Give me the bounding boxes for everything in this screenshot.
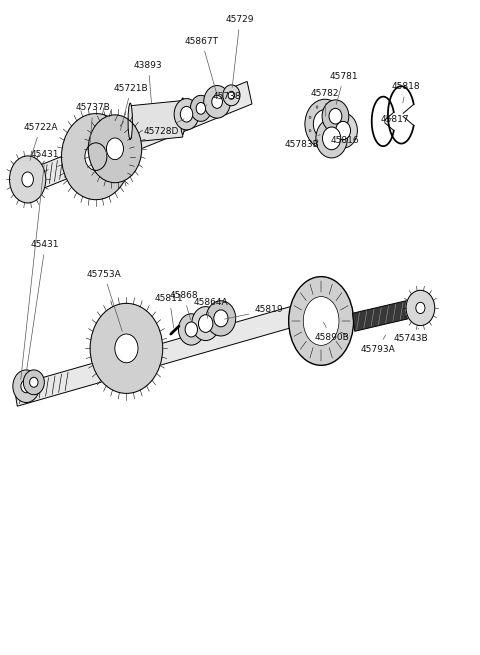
Ellipse shape bbox=[191, 96, 211, 121]
Ellipse shape bbox=[13, 370, 39, 403]
Ellipse shape bbox=[180, 106, 193, 122]
Ellipse shape bbox=[88, 115, 142, 183]
Ellipse shape bbox=[309, 130, 311, 132]
Text: 45753A: 45753A bbox=[86, 270, 122, 331]
Ellipse shape bbox=[416, 303, 425, 314]
Ellipse shape bbox=[196, 102, 205, 114]
Text: 45817: 45817 bbox=[380, 115, 409, 124]
Polygon shape bbox=[352, 300, 410, 331]
Ellipse shape bbox=[206, 301, 236, 336]
Ellipse shape bbox=[336, 121, 350, 140]
Ellipse shape bbox=[180, 98, 185, 134]
Ellipse shape bbox=[30, 377, 38, 387]
Ellipse shape bbox=[61, 113, 130, 200]
Ellipse shape bbox=[90, 303, 163, 394]
Ellipse shape bbox=[336, 110, 338, 113]
Ellipse shape bbox=[192, 307, 219, 341]
Text: 45864A: 45864A bbox=[194, 297, 228, 318]
Text: 45816: 45816 bbox=[331, 130, 360, 145]
Ellipse shape bbox=[174, 98, 199, 130]
Ellipse shape bbox=[85, 143, 107, 170]
Ellipse shape bbox=[24, 370, 44, 395]
Ellipse shape bbox=[288, 276, 354, 365]
Ellipse shape bbox=[322, 100, 349, 132]
Text: 45867T: 45867T bbox=[185, 37, 219, 94]
Ellipse shape bbox=[214, 310, 228, 327]
Ellipse shape bbox=[406, 290, 435, 326]
Text: 45819: 45819 bbox=[225, 305, 283, 319]
Text: 45783B: 45783B bbox=[285, 134, 320, 149]
Text: 45793A: 45793A bbox=[360, 335, 395, 354]
Text: 45728D: 45728D bbox=[144, 119, 184, 136]
Ellipse shape bbox=[329, 113, 358, 148]
Polygon shape bbox=[130, 100, 183, 142]
Ellipse shape bbox=[198, 315, 213, 332]
Polygon shape bbox=[14, 301, 313, 406]
Ellipse shape bbox=[327, 103, 329, 106]
Ellipse shape bbox=[115, 334, 138, 363]
Text: 45722A: 45722A bbox=[23, 123, 58, 160]
Text: 45818: 45818 bbox=[392, 83, 420, 103]
Text: 45738: 45738 bbox=[204, 92, 241, 106]
Ellipse shape bbox=[340, 122, 342, 125]
Text: 45431: 45431 bbox=[21, 150, 60, 379]
Ellipse shape bbox=[128, 103, 132, 140]
Ellipse shape bbox=[316, 140, 318, 142]
Text: 45737B: 45737B bbox=[76, 103, 110, 145]
Text: 45811: 45811 bbox=[155, 293, 184, 328]
Ellipse shape bbox=[185, 322, 197, 337]
Text: 45721B: 45721B bbox=[114, 84, 148, 130]
Ellipse shape bbox=[336, 136, 338, 138]
Ellipse shape bbox=[327, 142, 329, 145]
Ellipse shape bbox=[212, 96, 222, 108]
Ellipse shape bbox=[303, 297, 339, 345]
Text: 45743B: 45743B bbox=[394, 328, 428, 343]
Ellipse shape bbox=[10, 156, 46, 203]
Ellipse shape bbox=[305, 99, 345, 149]
Ellipse shape bbox=[228, 91, 235, 100]
Ellipse shape bbox=[179, 314, 204, 345]
Text: 45782: 45782 bbox=[311, 89, 339, 116]
Text: 45890B: 45890B bbox=[314, 322, 349, 342]
Ellipse shape bbox=[316, 119, 348, 158]
Ellipse shape bbox=[323, 127, 341, 150]
Text: 43893: 43893 bbox=[134, 61, 163, 103]
Text: 45868: 45868 bbox=[169, 291, 198, 320]
Ellipse shape bbox=[316, 106, 318, 108]
Ellipse shape bbox=[107, 138, 123, 160]
Ellipse shape bbox=[21, 380, 32, 393]
Ellipse shape bbox=[329, 108, 342, 124]
Text: 45729: 45729 bbox=[226, 15, 254, 87]
Text: 45781: 45781 bbox=[330, 72, 359, 104]
Text: 45431: 45431 bbox=[26, 240, 60, 371]
Ellipse shape bbox=[309, 116, 311, 119]
Ellipse shape bbox=[22, 172, 34, 187]
Ellipse shape bbox=[313, 109, 336, 138]
Ellipse shape bbox=[204, 86, 230, 118]
Polygon shape bbox=[13, 81, 252, 198]
Ellipse shape bbox=[223, 85, 240, 105]
